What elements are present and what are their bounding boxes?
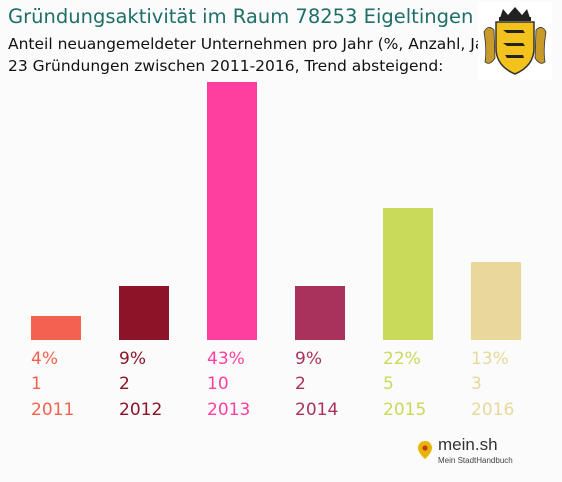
coat-of-arms-icon — [478, 2, 552, 80]
count-label-2015: 5 — [383, 374, 394, 394]
chart-title: Gründungsaktivität im Raum 78253 Eigelti… — [8, 5, 474, 28]
bar-2015 — [383, 208, 433, 340]
brand-name: mein.sh — [438, 435, 498, 454]
percent-label-2016: 13% — [471, 349, 509, 369]
bar-2016 — [471, 262, 521, 340]
year-label-2015: 2015 — [383, 400, 426, 420]
percent-label-2011: 4% — [31, 349, 58, 369]
chart-subtitle-line2: 23 Gründungen zwischen 2011-2016, Trend … — [8, 57, 444, 75]
year-label-2012: 2012 — [119, 400, 162, 420]
chart-subtitle-line1: Anteil neuangemeldeter Unternehmen pro J… — [8, 35, 507, 53]
bar-2011 — [31, 316, 81, 340]
location-pin-icon — [418, 441, 432, 459]
bar-2012 — [119, 286, 169, 340]
bar-2013 — [207, 82, 257, 340]
percent-label-2015: 22% — [383, 349, 421, 369]
year-label-2013: 2013 — [207, 400, 250, 420]
count-label-2014: 2 — [295, 374, 306, 394]
percent-label-2013: 43% — [207, 349, 245, 369]
year-label-2011: 2011 — [31, 400, 74, 420]
count-label-2011: 1 — [31, 374, 42, 394]
count-label-2013: 10 — [207, 374, 229, 394]
year-label-2016: 2016 — [471, 400, 514, 420]
brand-tagline: Mein StadtHandbuch — [438, 456, 513, 465]
bar-2014 — [295, 286, 345, 340]
brand-logo[interactable]: mein.sh Mein StadtHandbuch — [414, 431, 526, 471]
percent-label-2014: 9% — [295, 349, 322, 369]
count-label-2012: 2 — [119, 374, 130, 394]
year-label-2014: 2014 — [295, 400, 338, 420]
percent-label-2012: 9% — [119, 349, 146, 369]
count-label-2016: 3 — [471, 374, 482, 394]
